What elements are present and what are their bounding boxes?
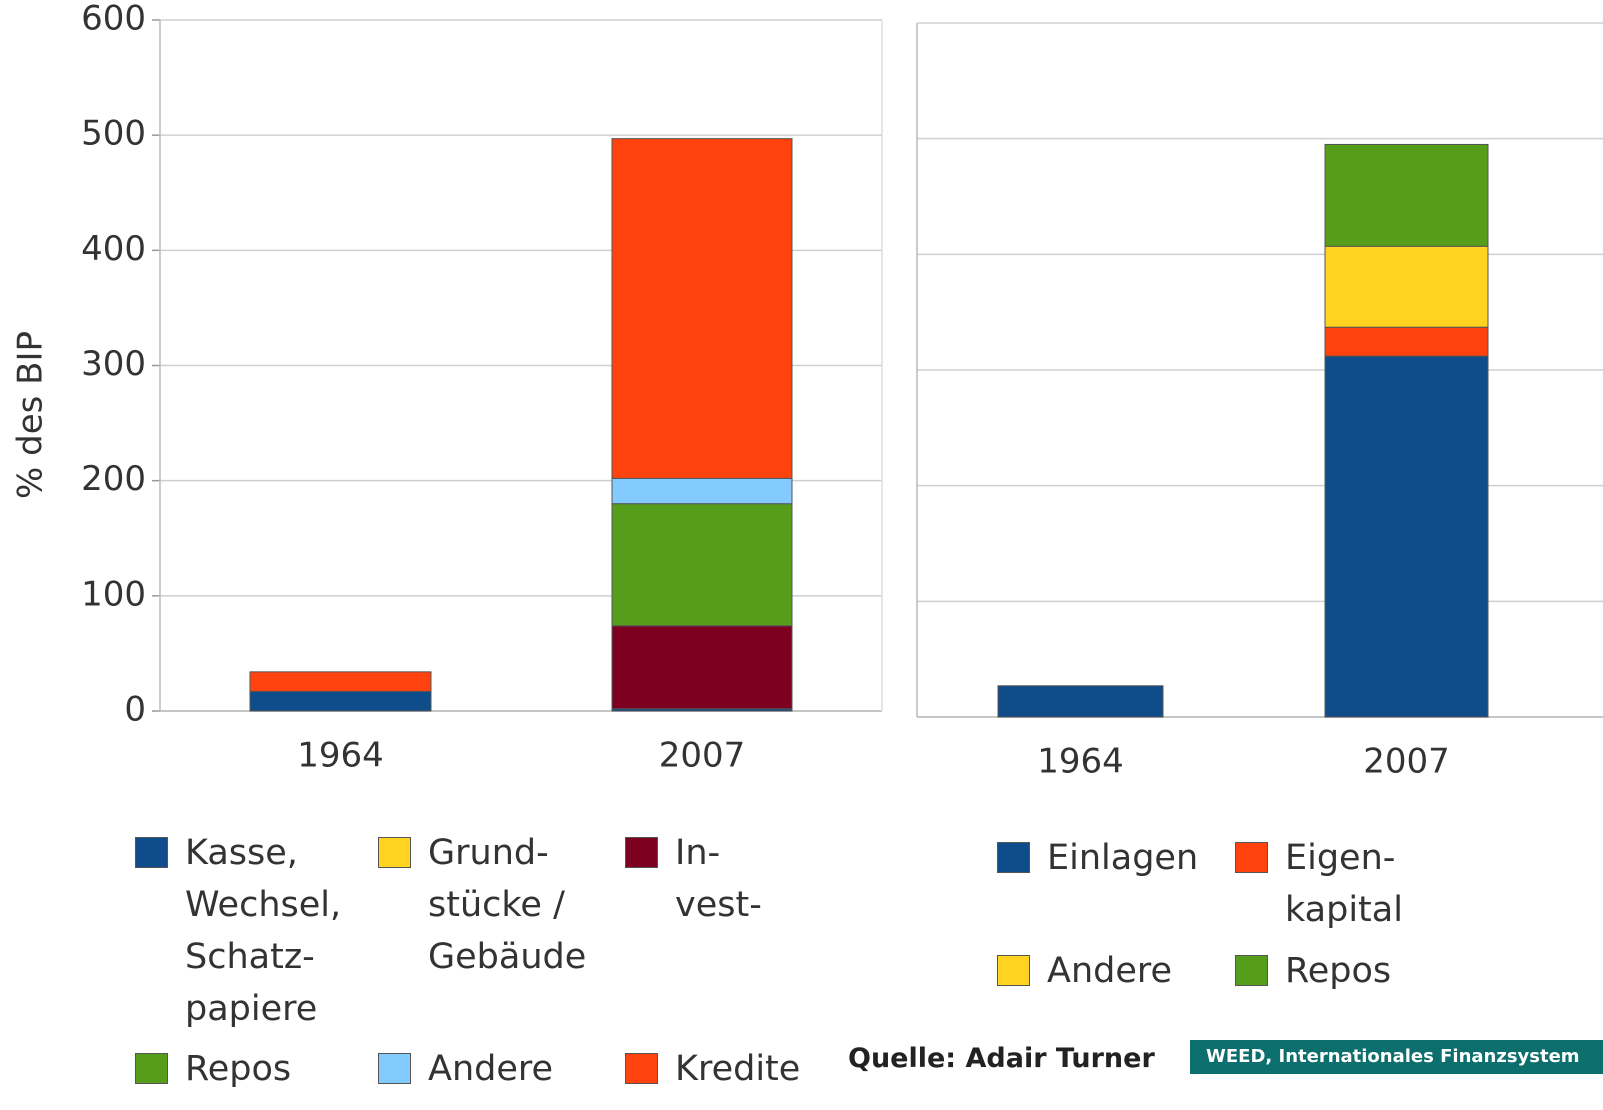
bar-segment xyxy=(611,477,793,505)
legend-swatch xyxy=(378,1053,411,1084)
legend-entry: Repos xyxy=(1235,945,1391,997)
y-tick-label: 400 xyxy=(81,229,146,269)
legend-label: Repos xyxy=(1285,951,1392,991)
legend-entry: Andere xyxy=(378,1043,553,1095)
y-tick-label: 100 xyxy=(81,574,146,614)
legend-label: Andere xyxy=(1047,951,1173,991)
legend-label: Kasse, Wechsel, Schatz- papiere xyxy=(185,833,342,1029)
legend-label: Kredite xyxy=(675,1049,801,1089)
legend-entry: Kasse, Wechsel, Schatz- papiere xyxy=(135,827,341,1035)
legend-swatch xyxy=(625,1053,658,1084)
bar-segment xyxy=(1324,143,1489,247)
legend-entry: Kredite xyxy=(625,1043,800,1095)
legend-label: Repos xyxy=(185,1049,292,1089)
x-tick-label: 2007 xyxy=(659,736,746,776)
legend-entry: Eigen- kapital xyxy=(1235,832,1403,936)
bar-segment xyxy=(611,503,793,627)
bar-segment xyxy=(611,138,793,479)
bar-segment xyxy=(1324,355,1489,718)
legend-entry: Repos xyxy=(135,1043,291,1095)
bar-segment xyxy=(1324,326,1489,357)
y-tick-label: 0 xyxy=(124,690,146,730)
y-axis-label: % des BIP xyxy=(11,331,51,499)
x-tick-label: 1964 xyxy=(297,736,384,776)
brand: WEED, Internationales Finanzsystem xyxy=(1190,1040,1603,1074)
legend-entry: In- vest- xyxy=(625,827,762,931)
x-tick-label: 1964 xyxy=(1037,742,1124,782)
legend-swatch xyxy=(135,837,168,868)
legend-swatch xyxy=(1235,842,1268,873)
legend-label: Eigen- kapital xyxy=(1285,838,1403,930)
legend-swatch xyxy=(997,842,1030,873)
legend-entry: Andere xyxy=(997,945,1172,997)
bar-segment xyxy=(1324,245,1489,328)
x-tick-label: 2007 xyxy=(1363,742,1450,782)
bar-segment xyxy=(249,690,432,712)
bar-segment xyxy=(249,671,432,692)
legend-entry: Grund- stücke / Gebäude xyxy=(378,827,586,983)
legend-swatch xyxy=(135,1053,168,1084)
legend-swatch xyxy=(378,837,411,868)
y-tick-label: 600 xyxy=(81,0,146,39)
source: Quelle: Adair Turner xyxy=(848,1043,1155,1074)
legend-swatch xyxy=(625,837,658,868)
legend-label: In- vest- xyxy=(675,833,762,925)
y-tick-label: 200 xyxy=(81,459,146,499)
legend-label: Grund- stücke / Gebäude xyxy=(428,833,587,977)
y-tick-label: 300 xyxy=(81,344,146,384)
legend-label: Einlagen xyxy=(1047,838,1199,878)
legend-swatch xyxy=(997,955,1030,986)
legend-swatch xyxy=(1235,955,1268,986)
legend-entry: Einlagen xyxy=(997,832,1198,884)
bar-segment xyxy=(611,625,793,710)
y-tick-label: 500 xyxy=(81,114,146,154)
legend-label: Andere xyxy=(428,1049,554,1089)
bar-segment xyxy=(997,685,1164,718)
